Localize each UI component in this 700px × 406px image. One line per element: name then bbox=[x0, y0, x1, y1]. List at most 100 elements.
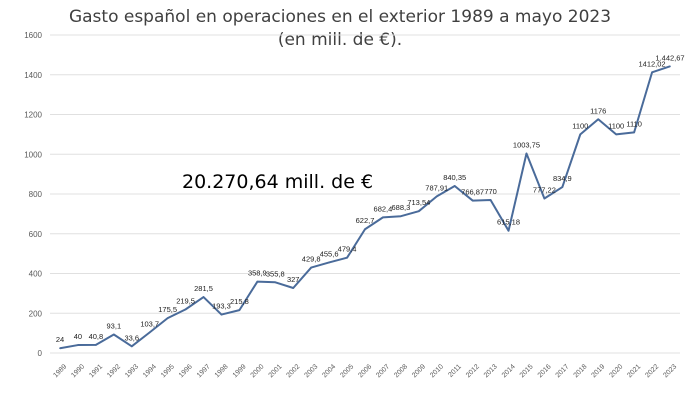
data-point bbox=[346, 256, 348, 259]
x-tick-label: 1992 bbox=[106, 363, 122, 379]
data-label: 1.442,67 bbox=[655, 53, 684, 62]
data-point bbox=[59, 347, 61, 350]
data-point bbox=[435, 195, 438, 198]
data-point bbox=[561, 186, 564, 188]
x-tick-label: 2016 bbox=[537, 363, 553, 379]
data-point bbox=[166, 317, 169, 319]
x-tick-label: 2009 bbox=[411, 363, 427, 379]
x-tick-label: 2018 bbox=[573, 363, 589, 379]
x-tick-label: 2003 bbox=[303, 363, 319, 379]
x-tick-label: 2005 bbox=[339, 363, 355, 379]
x-tick-label: 1991 bbox=[88, 363, 104, 379]
data-label: 777,22 bbox=[533, 186, 556, 195]
data-label: 40 bbox=[74, 332, 82, 341]
x-tick-label: 1994 bbox=[142, 363, 158, 379]
data-label: 615,18 bbox=[497, 218, 520, 227]
data-point bbox=[95, 344, 97, 346]
x-tick-label: 2006 bbox=[357, 363, 373, 379]
data-label: 327 bbox=[287, 275, 300, 284]
data-label: 281,5 bbox=[194, 284, 213, 293]
data-point bbox=[579, 133, 582, 136]
data-label: 840,35 bbox=[443, 173, 466, 182]
data-label: 175,5 bbox=[158, 305, 177, 314]
data-point bbox=[669, 65, 671, 68]
x-tick-label: 1995 bbox=[160, 363, 176, 379]
data-label: 622,7 bbox=[356, 216, 375, 225]
x-tick-label: 2020 bbox=[608, 363, 624, 379]
data-point bbox=[471, 199, 474, 202]
x-tick-label: 1993 bbox=[124, 363, 140, 379]
x-tick-label: 2015 bbox=[519, 363, 535, 379]
data-point bbox=[77, 344, 79, 346]
data-point bbox=[615, 133, 617, 136]
x-tick-label: 1996 bbox=[178, 363, 194, 379]
data-label: 358,9 bbox=[248, 269, 267, 278]
x-tick-label: 2004 bbox=[321, 363, 337, 379]
data-label: 1176 bbox=[590, 106, 606, 115]
y-tick-label: 1400 bbox=[24, 71, 42, 80]
x-tick-label: 2010 bbox=[429, 363, 445, 379]
x-tick-label: 2014 bbox=[501, 363, 517, 379]
data-label: 40,8 bbox=[89, 332, 104, 341]
x-tick-label: 2012 bbox=[465, 363, 481, 379]
data-label: 682,4 bbox=[374, 204, 393, 213]
data-label: 193,3 bbox=[212, 302, 231, 311]
x-tick-label: 2007 bbox=[375, 363, 391, 379]
data-label: 455,6 bbox=[320, 249, 339, 258]
data-label: 429,8 bbox=[302, 255, 321, 264]
data-point bbox=[256, 280, 259, 283]
x-tick-label: 2002 bbox=[286, 363, 302, 379]
x-tick-label: 1989 bbox=[52, 363, 68, 379]
data-label: 787,91 bbox=[425, 183, 448, 192]
data-point bbox=[597, 118, 600, 121]
x-tick-label: 2013 bbox=[483, 363, 499, 379]
data-label: 1110 bbox=[626, 119, 642, 128]
y-tick-label: 400 bbox=[29, 270, 43, 279]
y-tick-label: 200 bbox=[29, 309, 43, 318]
y-tick-label: 600 bbox=[29, 230, 43, 239]
total-annotation: 20.270,64 mill. de € bbox=[182, 171, 374, 193]
data-label: 713,54 bbox=[407, 198, 430, 207]
y-tick-label: 1600 bbox=[24, 31, 42, 40]
data-point bbox=[184, 308, 187, 311]
x-tick-label: 1999 bbox=[232, 363, 248, 379]
y-tick-label: 1200 bbox=[24, 111, 42, 120]
x-tick-label: 2008 bbox=[393, 363, 409, 379]
x-tick-label: 1997 bbox=[196, 363, 212, 379]
data-label: 766,87 bbox=[461, 188, 484, 197]
data-point bbox=[113, 333, 115, 336]
data-point bbox=[364, 228, 366, 231]
data-point bbox=[148, 331, 151, 334]
x-tick-label: 2019 bbox=[591, 363, 607, 379]
data-label: 1100 bbox=[572, 121, 588, 130]
y-tick-label: 0 bbox=[38, 349, 43, 358]
data-point bbox=[543, 197, 546, 200]
data-point bbox=[292, 287, 295, 289]
data-point bbox=[238, 309, 241, 311]
data-label: 1100 bbox=[608, 121, 624, 130]
data-label: 479,4 bbox=[338, 245, 357, 254]
x-tick-label: 2023 bbox=[662, 363, 678, 379]
data-point bbox=[310, 266, 312, 269]
data-label: 93,1 bbox=[107, 321, 122, 330]
data-point bbox=[400, 215, 402, 218]
data-point bbox=[220, 313, 223, 316]
data-label: 770 bbox=[484, 187, 497, 196]
x-tick-label: 2017 bbox=[555, 363, 571, 379]
data-label: 33,6 bbox=[124, 333, 139, 342]
title-line: Gasto español en operaciones en el exter… bbox=[68, 7, 612, 27]
y-tick-label: 800 bbox=[29, 190, 43, 199]
data-point bbox=[525, 152, 528, 155]
data-point bbox=[489, 199, 492, 201]
data-label: 103,7 bbox=[140, 319, 159, 328]
data-point bbox=[651, 71, 653, 74]
data-point bbox=[453, 185, 456, 187]
x-tick-label: 2021 bbox=[626, 363, 642, 379]
data-label: 688,3 bbox=[391, 203, 410, 212]
data-point bbox=[202, 296, 205, 298]
x-tick-label: 2022 bbox=[644, 363, 660, 379]
data-point bbox=[418, 210, 420, 212]
x-tick-label: 2011 bbox=[447, 363, 463, 379]
x-tick-label: 2000 bbox=[250, 363, 266, 379]
data-point bbox=[328, 261, 330, 264]
